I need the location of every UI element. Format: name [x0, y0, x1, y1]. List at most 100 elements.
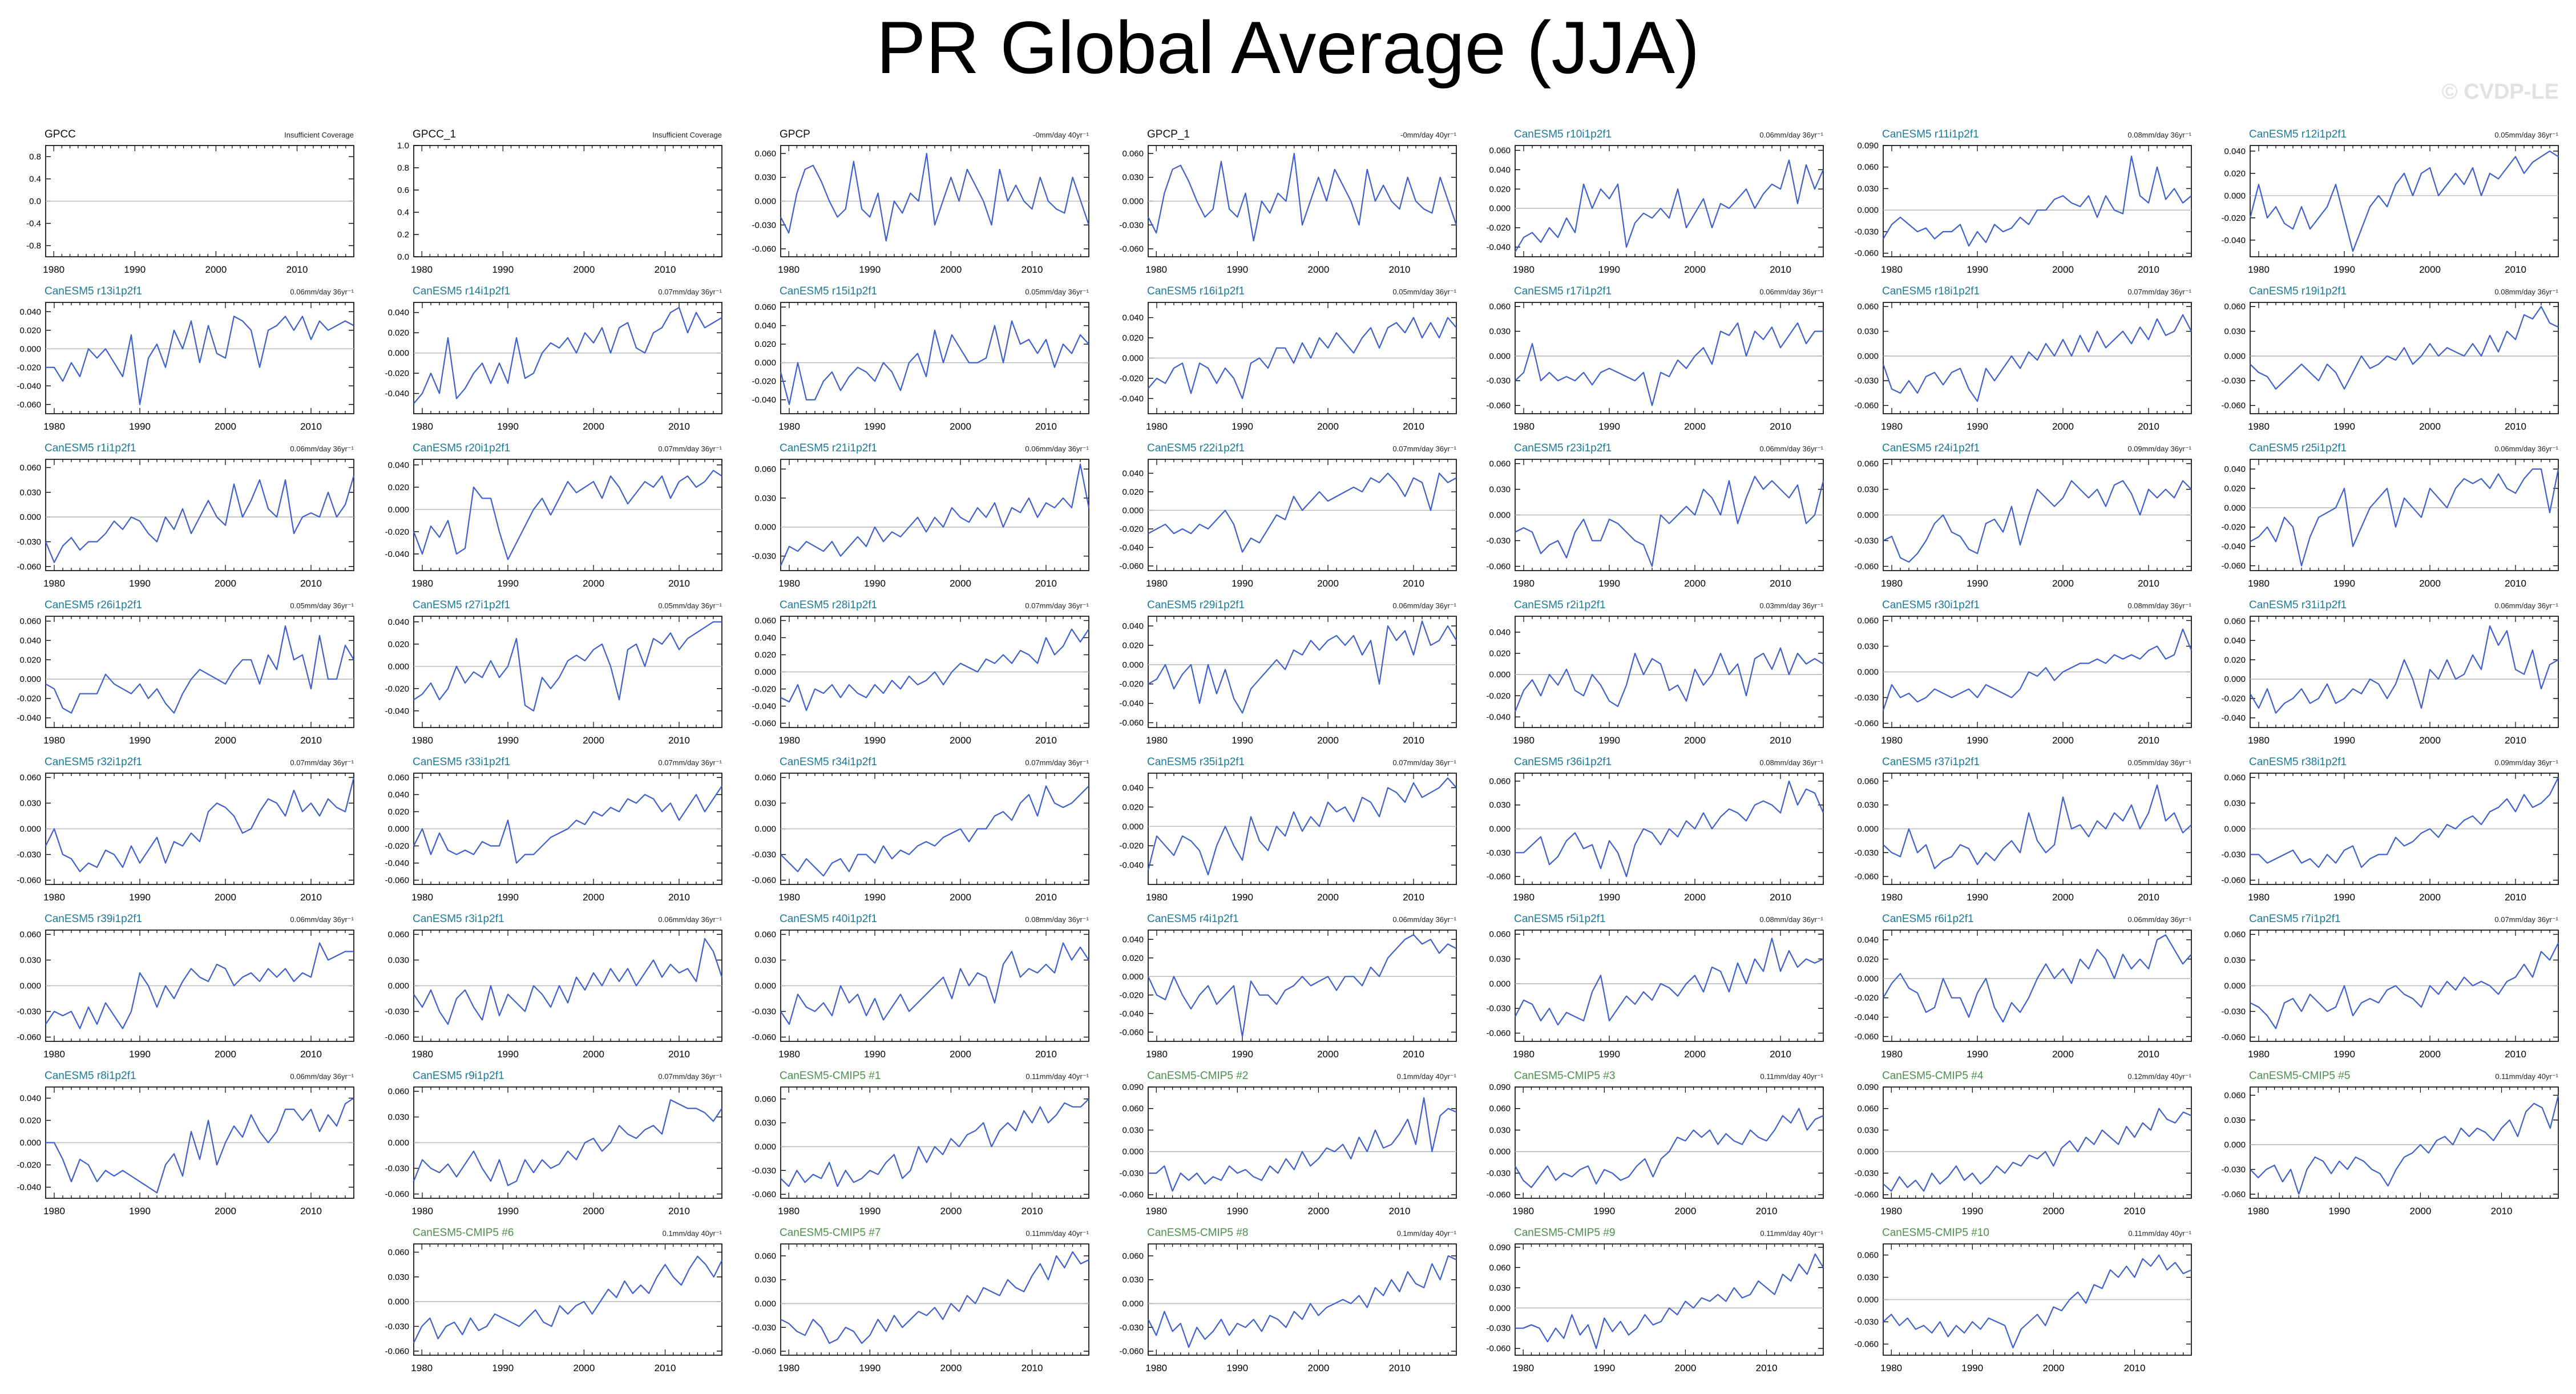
x-tick-label: 2010: [1403, 421, 1424, 432]
y-tick-label: 0.6: [397, 185, 409, 195]
panel: CanESM5 r33i1p2f1 0.07mm/day 36yr⁻¹ -0.060…: [385, 756, 722, 903]
x-tick-label: 1980: [43, 1206, 65, 1217]
x-tick-label: 1980: [411, 264, 433, 275]
panel: CanESM5 r35i1p2f1 0.07mm/day 36yr⁻¹ -0.040…: [1119, 756, 1457, 903]
series-line: [413, 306, 722, 405]
x-tick-label: 1990: [2333, 264, 2355, 275]
x-tick-label: 1980: [1146, 1049, 1168, 1060]
y-tick-label: 0.000: [754, 523, 776, 532]
x-tick-label: 1980: [2248, 264, 2270, 275]
y-tick-label: -0.040: [752, 702, 776, 712]
y-tick-label: 0.040: [19, 636, 41, 645]
y-tick-label: 0.4: [397, 208, 409, 217]
y-tick-label: 0.090: [1857, 1082, 1879, 1092]
y-tick-label: 0.060: [387, 773, 409, 783]
panel-stat: 0.06mm/day 36yr⁻¹: [2494, 601, 2558, 610]
y-tick-label: -0.030: [1854, 376, 1879, 386]
y-tick-label: 0.060: [1122, 1104, 1144, 1114]
y-tick-label: 0.000: [754, 1142, 776, 1151]
x-tick-label: 2000: [583, 892, 604, 903]
panel: CanESM5 r5i1p2f1 0.08mm/day 36yr⁻¹ -0.060 -…: [1486, 913, 1824, 1060]
x-tick-label: 2000: [215, 892, 236, 903]
panel-stat: 0.05mm/day 36yr⁻¹: [1025, 288, 1089, 296]
panel-title: CanESM5 r33i1p2f1: [413, 756, 510, 768]
x-tick-label: 2010: [2124, 1206, 2146, 1217]
y-tick-label: 0.030: [2224, 799, 2246, 809]
panel-title: CanESM5 r17i1p2f1: [1514, 285, 1612, 297]
panel-stat: 0.05mm/day 36yr⁻¹: [1392, 288, 1456, 296]
y-tick-label: 0.000: [1489, 351, 1511, 361]
x-tick-label: 2000: [2419, 264, 2441, 275]
y-tick-label: -0.020: [385, 842, 409, 851]
y-tick-label: -0.030: [1854, 227, 1879, 237]
series-line: [45, 777, 355, 872]
y-tick-label: 0.030: [19, 956, 41, 965]
y-tick-label: 0.000: [2224, 981, 2246, 991]
plot-frame: [413, 459, 722, 571]
x-tick-label: 2010: [1035, 735, 1057, 746]
panel-title: CanESM5 r36i1p2f1: [1514, 756, 1612, 768]
x-tick-label: 1990: [1967, 735, 1988, 746]
panel: CanESM5 r30i1p2f1 0.08mm/day 36yr⁻¹ -0.060…: [1854, 599, 2193, 746]
y-tick-label: -0.060: [1854, 1190, 1879, 1200]
x-tick-label: 2000: [1684, 735, 1706, 746]
series-line: [413, 785, 722, 864]
y-tick-label: 0.040: [1489, 165, 1511, 175]
panel: CanESM5 r32i1p2f1 0.07mm/day 36yr⁻¹ -0.060…: [17, 756, 355, 903]
x-tick-label: 2010: [300, 578, 322, 589]
y-tick-label: -0.020: [1119, 374, 1144, 383]
series-line: [780, 785, 1089, 877]
series-line: [2249, 150, 2559, 252]
x-tick-label: 1990: [492, 264, 514, 275]
panel: CanESM5 r8i1p2f1 0.06mm/day 36yr⁻¹ -0.040 -…: [17, 1070, 354, 1217]
plot-frame: [780, 1086, 1089, 1199]
x-tick-label: 1980: [2247, 1206, 2269, 1217]
panel: CanESM5 r37i1p2f1 0.05mm/day 36yr⁻¹ -0.060…: [1854, 756, 2192, 903]
x-tick-label: 1980: [1881, 421, 1903, 432]
y-tick-label: -0.060: [2221, 1033, 2246, 1043]
panel-stat: -0mm/day 40yr⁻¹: [1400, 131, 1457, 139]
y-tick-label: -0.020: [2221, 523, 2246, 532]
y-tick-label: 0.030: [2224, 1116, 2246, 1125]
series-line: [413, 621, 722, 712]
x-tick-label: 1990: [2333, 421, 2355, 432]
y-tick-label: 0.090: [1489, 1082, 1511, 1092]
panel: CanESM5-CMIP5 #3 0.11mm/day 40yr⁻¹ -0.060 -…: [1486, 1070, 1824, 1217]
y-tick-label: 0.000: [387, 1297, 409, 1307]
y-tick-label: 0.060: [1489, 146, 1511, 155]
panel: CanESM5 r1i1p2f1 0.06mm/day 36yr⁻¹ -0.060 -…: [17, 442, 355, 589]
y-tick-label: -0.040: [2221, 542, 2246, 552]
y-tick-label: 0.030: [1489, 801, 1511, 810]
x-tick-label: 2000: [950, 735, 971, 746]
x-tick-label: 2010: [1021, 1206, 1043, 1217]
panel-title: CanESM5 r27i1p2f1: [413, 599, 510, 611]
series-line: [1148, 152, 1457, 242]
panel-title: CanESM5 r10i1p2f1: [1514, 128, 1612, 140]
y-tick-label: -0.020: [1119, 841, 1144, 851]
panel-stat: 0.05mm/day 36yr⁻¹: [2127, 758, 2191, 767]
panel-title: CanESM5 r28i1p2f1: [780, 599, 877, 611]
y-tick-label: 0.090: [1857, 141, 1879, 151]
series-line: [2250, 777, 2559, 868]
x-tick-label: 1990: [1961, 1206, 1983, 1217]
panel-stat: 0.07mm/day 36yr⁻¹: [658, 288, 722, 296]
panel: CanESM5 r26i1p2f1 0.05mm/day 36yr⁻¹ -0.040…: [17, 599, 354, 746]
series-line: [2250, 943, 2559, 1029]
y-tick-label: 0.030: [754, 173, 776, 183]
plot-frame: [780, 459, 1089, 571]
series-line: [2250, 1095, 2559, 1195]
y-tick-label: -0.030: [1854, 536, 1879, 546]
panel-title: CanESM5 r5i1p2f1: [1514, 913, 1606, 925]
y-tick-label: -0.060: [1486, 1190, 1511, 1200]
y-tick-label: -0.030: [752, 220, 776, 230]
x-tick-label: 1980: [43, 264, 64, 275]
y-tick-label: 0.020: [754, 340, 776, 349]
panel-stat: 0.06mm/day 36yr⁻¹: [1392, 915, 1456, 924]
series-line: [413, 470, 722, 560]
panel-stat: 0.06mm/day 36yr⁻¹: [290, 288, 354, 296]
x-tick-label: 2000: [2052, 421, 2074, 432]
series-line: [45, 942, 354, 1029]
x-tick-label: 2010: [668, 892, 690, 903]
y-tick-label: 0.020: [2224, 484, 2246, 494]
y-tick-label: -0.040: [1119, 394, 1144, 403]
